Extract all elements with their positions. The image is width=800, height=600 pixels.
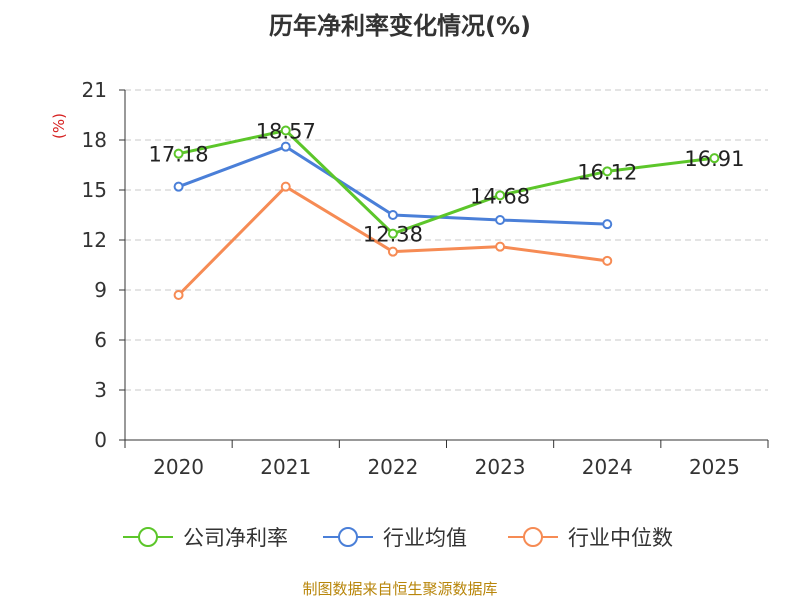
x-tick-label: 2020 bbox=[153, 455, 204, 479]
data-point bbox=[387, 228, 398, 239]
chart-title: 历年净利率变化情况(%) bbox=[269, 12, 531, 40]
data-point bbox=[495, 241, 506, 252]
data-point bbox=[173, 148, 184, 159]
data-point bbox=[280, 181, 291, 192]
y-tick-label: 21 bbox=[82, 78, 107, 102]
y-axis-unit: (%) bbox=[50, 113, 68, 139]
y-tick-label: 3 bbox=[94, 378, 107, 402]
data-point bbox=[280, 141, 291, 152]
legend-marker bbox=[338, 527, 358, 547]
series-line-0 bbox=[178, 129, 715, 236]
data-point bbox=[495, 190, 506, 201]
data-point bbox=[173, 181, 184, 192]
data-point bbox=[709, 153, 720, 164]
data-source-note: 制图数据来自恒生聚源数据库 bbox=[302, 580, 498, 598]
y-tick-label: 9 bbox=[94, 278, 107, 302]
x-tick-label: 2023 bbox=[475, 455, 526, 479]
x-tick-label: 2025 bbox=[689, 455, 740, 479]
legend-marker bbox=[523, 527, 543, 547]
data-point bbox=[280, 125, 291, 136]
data-point bbox=[495, 215, 506, 225]
y-tick-label: 0 bbox=[94, 428, 107, 452]
y-tick-label: 12 bbox=[82, 228, 107, 252]
data-label: 14.68 bbox=[470, 184, 530, 208]
data-label: 16.91 bbox=[684, 147, 744, 171]
y-tick-label: 18 bbox=[82, 128, 107, 152]
x-tick-label: 2022 bbox=[367, 455, 418, 479]
x-tick-label: 2021 bbox=[260, 455, 311, 479]
x-tick-label: 2024 bbox=[582, 455, 633, 479]
y-tick-label: 15 bbox=[82, 178, 107, 202]
legend-label: 行业均值 bbox=[383, 526, 467, 550]
data-point bbox=[173, 290, 184, 300]
data-point bbox=[387, 246, 398, 257]
data-label: 18.57 bbox=[256, 120, 316, 144]
data-label: 12.38 bbox=[363, 223, 423, 247]
data-label: 17.18 bbox=[149, 143, 209, 167]
legend-label: 行业中位数 bbox=[568, 526, 673, 550]
data-label: 16.12 bbox=[577, 160, 637, 184]
legend-label: 公司净利率 bbox=[183, 526, 288, 550]
data-point bbox=[602, 219, 613, 230]
legend-marker bbox=[138, 527, 158, 547]
data-point bbox=[602, 166, 613, 177]
data-point bbox=[602, 255, 613, 266]
y-tick-label: 6 bbox=[94, 328, 107, 352]
data-point bbox=[387, 210, 398, 220]
